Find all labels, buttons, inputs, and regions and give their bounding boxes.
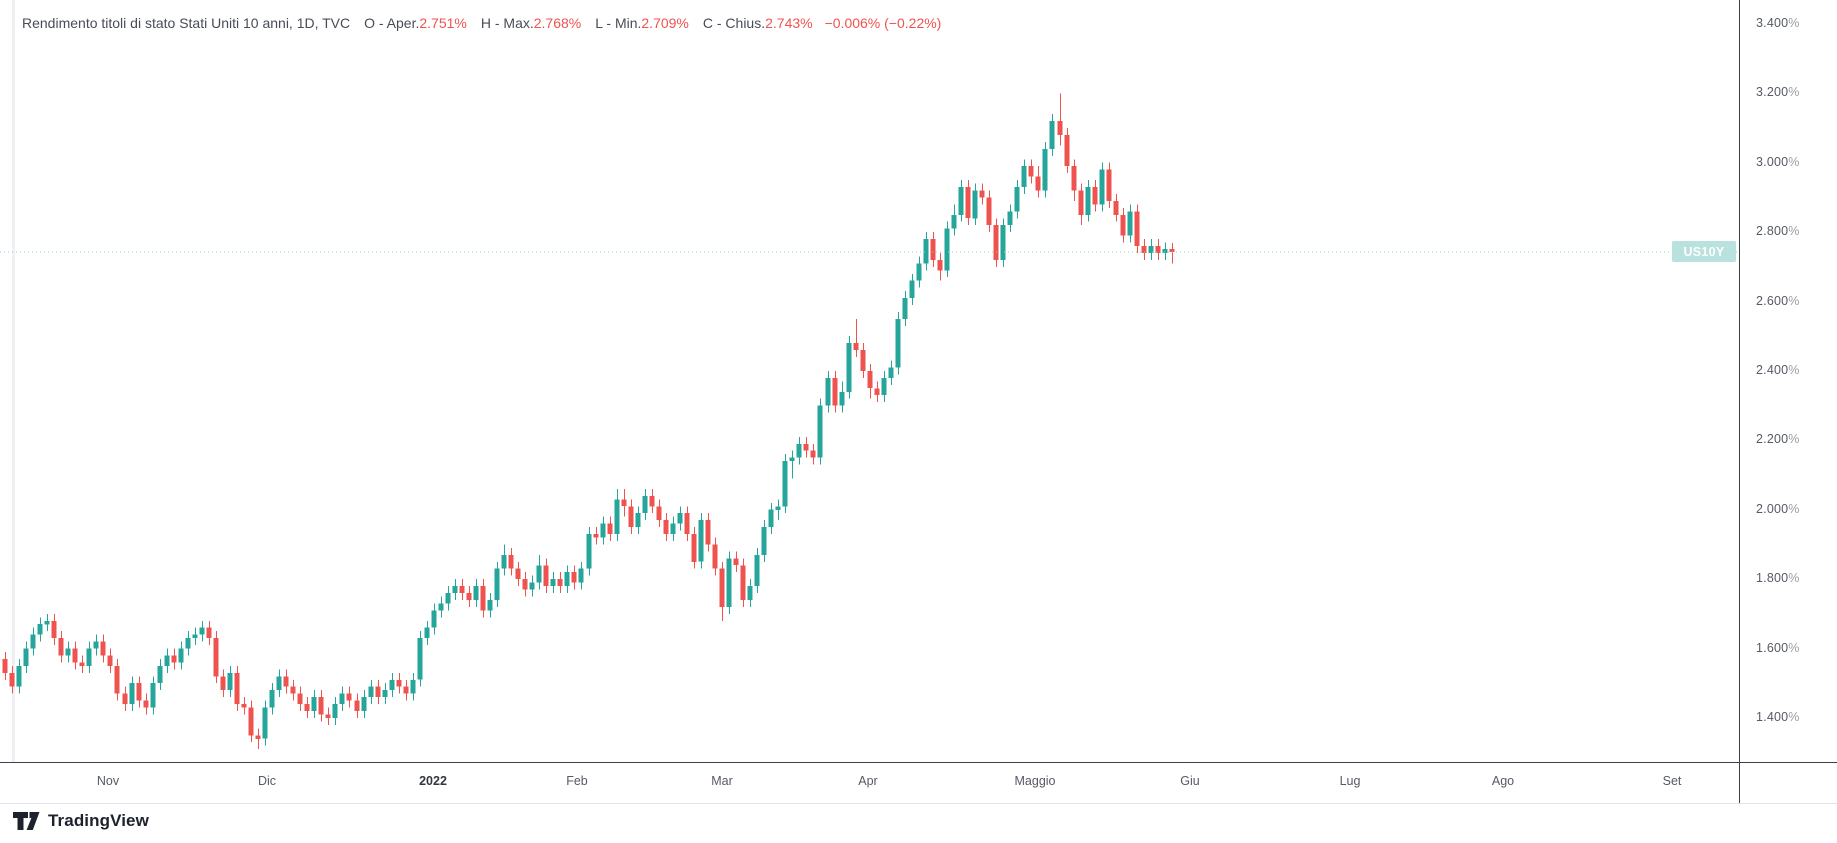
time-tick: Lug	[1339, 774, 1361, 788]
price-tick: 3.200%	[1756, 85, 1800, 100]
price-scale-separator	[1739, 0, 1740, 803]
price-tick: 2.000%	[1756, 501, 1800, 516]
ohlc-values: O - Aper.2.751% H - Max.2.768% L - Min.2.7…	[350, 13, 812, 33]
candlestick-chart[interactable]	[0, 0, 1739, 762]
price-tick: 1.400%	[1756, 709, 1800, 724]
time-tick: Feb	[566, 774, 588, 788]
time-tick: Apr	[858, 774, 878, 788]
ohlc-item: H - Max.2.768%	[480, 15, 582, 31]
price-tick: 3.000%	[1756, 154, 1800, 169]
time-tick: 2022	[419, 774, 447, 788]
time-tick: Mar	[711, 774, 733, 788]
time-tick: Ago	[1491, 774, 1515, 788]
us10y-price-label: US10Y	[1672, 241, 1736, 263]
time-tick: Nov	[96, 774, 120, 788]
chart-legend: Rendimento titoli di stato Stati Uniti 1…	[22, 13, 941, 33]
tradingview-logo-icon[interactable]	[13, 811, 40, 831]
price-tick: 1.600%	[1756, 640, 1800, 655]
price-tick: 2.400%	[1756, 362, 1800, 377]
tradingview-logo-text[interactable]: TradingView	[48, 811, 149, 830]
price-tick: 1.800%	[1756, 571, 1800, 586]
time-tick: Maggio	[1014, 774, 1056, 788]
price-tick: 2.800%	[1756, 224, 1800, 239]
change-value: −0.006% (−0.22%)	[824, 15, 942, 31]
time-tick: Dic	[257, 774, 277, 788]
ohlc-item: O - Aper.2.751%	[364, 15, 467, 31]
time-scale-separator	[0, 762, 1837, 763]
pane-bottom-border	[0, 803, 1837, 804]
time-tick: Set	[1662, 774, 1682, 788]
ohlc-item: C - Chius.2.743%	[702, 15, 813, 31]
footer: TradingView	[13, 811, 149, 831]
price-tick: 3.400%	[1756, 15, 1800, 30]
price-tick: 2.200%	[1756, 432, 1800, 447]
time-scale[interactable]: Nov Dic 2022 Feb Mar Apr Maggio Giu Lug Ago Set	[0, 763, 1837, 803]
price-scale[interactable]: 3.400% 3.200% 3.000% 2.800% 2.600% 2.400% 2.20…	[1740, 0, 1837, 762]
time-tick: Giu	[1180, 774, 1200, 788]
symbol-title[interactable]: Rendimento titoli di stato Stati Uniti 1…	[22, 15, 351, 31]
chart-pane[interactable]: Rendimento titoli di stato Stati Uniti 1…	[0, 0, 1739, 762]
price-tick: 2.600%	[1756, 293, 1800, 308]
ohlc-item: L - Min.2.709%	[595, 15, 689, 31]
